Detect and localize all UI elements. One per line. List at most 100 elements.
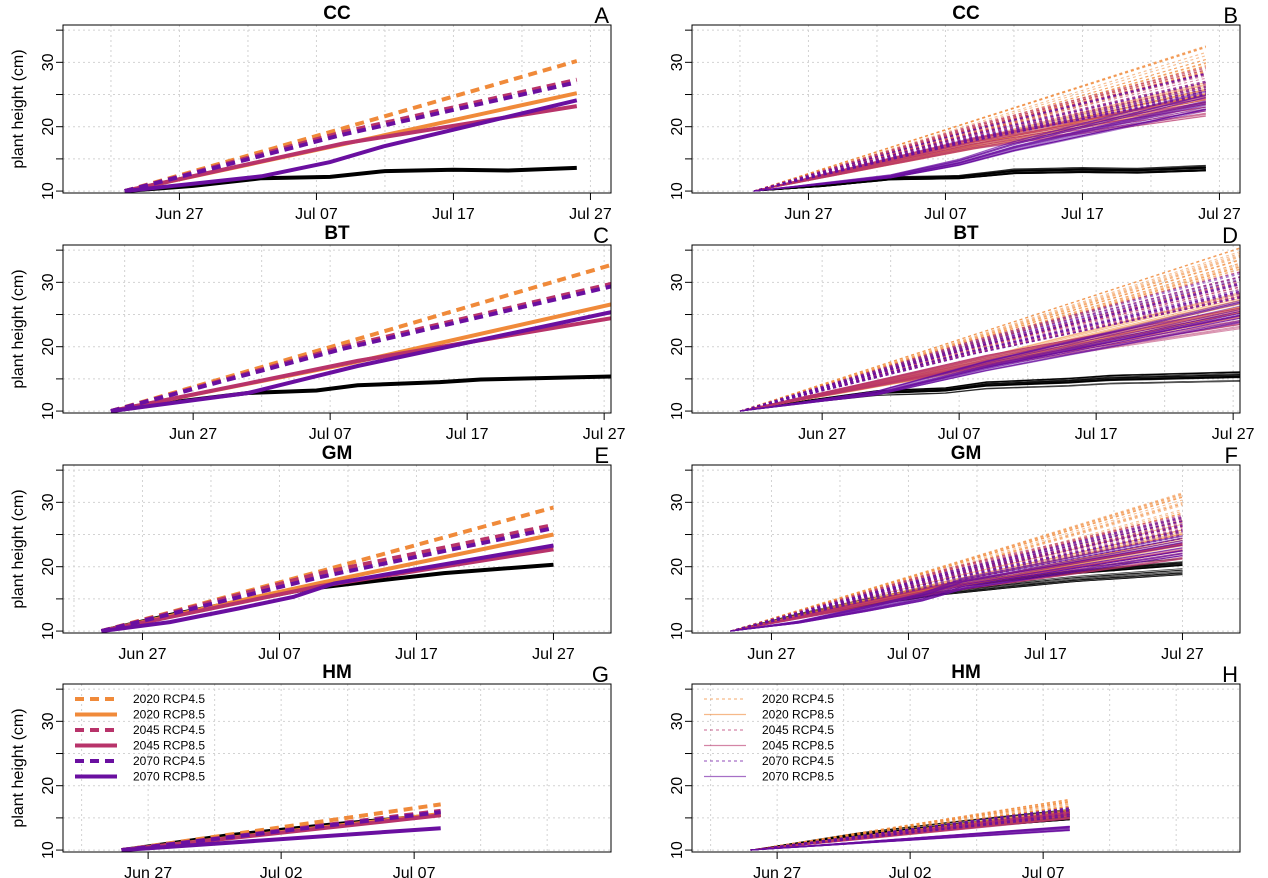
panel-letter: E — [594, 443, 609, 468]
x-tick-label: Jun 27 — [169, 426, 217, 443]
panel-letter: B — [1223, 3, 1238, 28]
series-ensemble-line — [739, 300, 1240, 412]
series-ensemble-line — [730, 514, 1183, 632]
plot-frame — [691, 464, 1241, 634]
series-ensemble-line — [739, 294, 1240, 412]
series-line-2070-rcp4-5 — [121, 810, 441, 852]
series-ensemble-line — [730, 523, 1183, 632]
y-tick-label: 10 — [40, 182, 57, 200]
x-axis: Jun 27 Jul 02 Jul 07 — [124, 852, 436, 878]
observed-ensemble-line — [753, 170, 1206, 192]
x-tick-label: Jul 17 — [432, 206, 475, 223]
series-ensemble-line — [739, 290, 1240, 412]
data-lines — [750, 798, 1070, 851]
grid — [63, 684, 611, 852]
y-tick-label: 20 — [40, 338, 57, 356]
y-tick-label: 30 — [40, 273, 57, 291]
series-ensemble-line — [753, 91, 1206, 192]
y-tick-label: 30 — [40, 493, 57, 511]
y-tick-label: 10 — [669, 841, 686, 859]
x-axis: Jun 27 Jul 07 Jul 17 Jul 27 — [747, 633, 1204, 663]
series-ensemble-line — [730, 527, 1183, 632]
x-tick-label: Jul 07 — [295, 206, 338, 223]
panel-d: 10 20 30 Jun 27 Jul 07 Jul 17 Jul 27 BT D — [669, 223, 1254, 443]
y-tick-label: 20 — [669, 558, 686, 576]
legend-label: 2070 RCP8.5 — [762, 770, 834, 784]
plot-frame — [691, 244, 1241, 414]
y-axis: 10 20 30 — [669, 249, 692, 420]
series-ensemble-line — [739, 268, 1240, 412]
grid — [692, 684, 1240, 852]
legend-label: 2045 RCP8.5 — [133, 739, 205, 753]
y-axis: 10 20 30 — [669, 469, 692, 640]
series-ensemble-line — [739, 265, 1240, 412]
x-tick-label: Jul 27 — [583, 426, 626, 443]
y-tick-label: 20 — [669, 118, 686, 136]
y-tick-label: 20 — [40, 118, 57, 136]
plot-frame — [691, 24, 1241, 194]
plot-frame — [691, 683, 1241, 853]
y-axis: 10 20 30 — [40, 29, 63, 200]
x-tick-label: Jul 07 — [924, 206, 967, 223]
x-tick-label: Jun 27 — [124, 865, 172, 878]
x-tick-label: Jun 27 — [155, 206, 203, 223]
series-ensemble-line — [739, 273, 1240, 412]
series-ensemble-line — [739, 258, 1240, 412]
series-ensemble-line — [730, 510, 1183, 632]
legend-label: 2045 RCP4.5 — [762, 723, 834, 737]
x-axis: Jun 27 Jul 07 Jul 17 Jul 27 — [169, 413, 626, 443]
x-tick-label: Jul 17 — [1061, 206, 1104, 223]
series-line-2070-rcp8-5 — [124, 98, 578, 193]
series-ensemble-line — [739, 256, 1240, 412]
panel-letter: C — [593, 223, 609, 248]
panel-letter: H — [1222, 662, 1238, 687]
legend-label: 2070 RCP4.5 — [762, 754, 834, 768]
series-ensemble-line — [739, 271, 1240, 412]
y-tick-label: 20 — [40, 558, 57, 576]
y-tick-label: 20 — [669, 777, 686, 795]
series-ensemble-line — [739, 295, 1240, 412]
x-tick-label: Jul 02 — [260, 865, 303, 878]
series-ensemble-line — [730, 493, 1183, 632]
series-ensemble-line — [753, 47, 1206, 192]
series-line-2070-rcp4-5 — [100, 526, 554, 633]
panel-title: GM — [951, 443, 982, 464]
series-ensemble-line — [730, 541, 1183, 632]
y-axis: 10 20 30 — [40, 688, 63, 859]
x-tick-label: Jul 07 — [258, 646, 301, 663]
y-axis-label: plant height (cm) — [10, 269, 27, 388]
x-tick-label: Jun 27 — [118, 646, 166, 663]
y-tick-label: 30 — [669, 493, 686, 511]
panel-title: CC — [323, 3, 351, 24]
x-tick-label: Jun 27 — [784, 206, 832, 223]
y-axis-label: plant height (cm) — [10, 489, 27, 608]
x-tick-label: Jul 17 — [1075, 426, 1118, 443]
series-ensemble-line — [730, 547, 1183, 632]
grid — [692, 465, 1240, 633]
legend-label: 2020 RCP8.5 — [133, 708, 205, 722]
plot-frame — [62, 464, 612, 634]
data-lines — [739, 247, 1240, 412]
y-tick-label: 10 — [669, 182, 686, 200]
series-line-2070-rcp8-5 — [101, 543, 554, 633]
grid — [63, 245, 611, 413]
series-line-2070-rcp8-5 — [121, 826, 441, 852]
x-axis: Jun 27 Jul 02 Jul 07 — [753, 852, 1065, 878]
series-ensemble-line — [730, 532, 1183, 632]
y-axis: 10 20 30 — [40, 469, 63, 640]
series-ensemble-line — [753, 87, 1206, 192]
panel-letter: A — [594, 3, 609, 28]
series-ensemble-line — [739, 292, 1240, 412]
data-lines — [753, 45, 1206, 192]
x-tick-label: Jul 27 — [1161, 646, 1204, 663]
y-tick-label: 30 — [669, 712, 686, 730]
x-tick-label: Jul 07 — [938, 426, 981, 443]
series-ensemble-line — [739, 254, 1240, 412]
panel-title: BT — [953, 223, 979, 244]
panel-f: 10 20 30 Jun 27 Jul 07 Jul 17 Jul 27 GM F — [669, 443, 1241, 663]
panel-letter: D — [1222, 223, 1238, 248]
